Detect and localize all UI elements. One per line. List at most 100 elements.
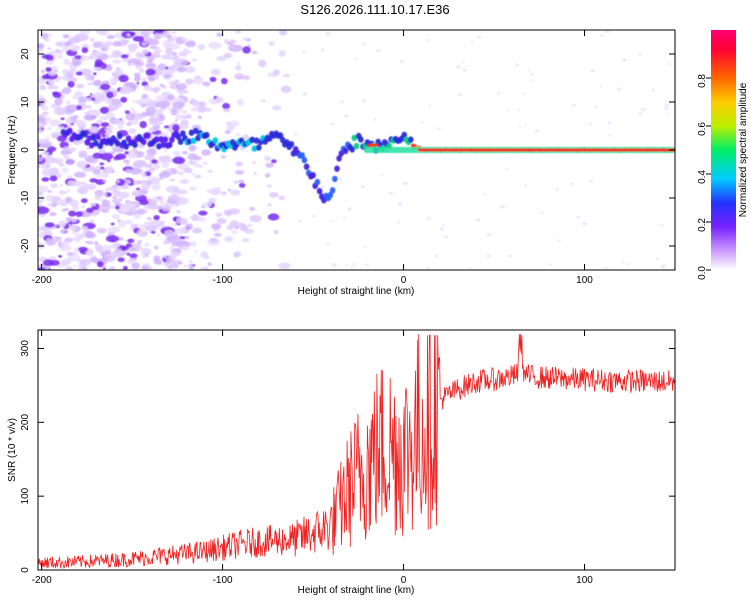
spectrogram-blob xyxy=(247,223,253,228)
spectrogram-blob xyxy=(61,167,69,173)
spectrogram-blob xyxy=(627,262,631,266)
spectrogram-blob xyxy=(397,221,400,224)
spectrogram-blob xyxy=(170,251,180,257)
spectrogram-blob xyxy=(159,176,164,180)
spectrogram-ridge-mark xyxy=(203,131,210,139)
spectrogram-blob xyxy=(176,66,187,73)
spectrogram-blob xyxy=(79,30,91,35)
spectrogram-blob xyxy=(201,201,212,208)
snr-ytick-label: 300 xyxy=(20,340,31,357)
spectrogram-blob xyxy=(132,35,145,42)
spectrogram-ylabel: Frequency (Hz) xyxy=(7,116,18,185)
spectrogram-blob xyxy=(518,108,520,112)
spectrogram-blob xyxy=(80,225,89,231)
spectrogram-blob xyxy=(76,84,85,89)
spectrogram-blob xyxy=(62,87,72,95)
spectrogram-blob xyxy=(134,75,142,82)
spectrogram-blob xyxy=(105,98,113,104)
spectrogram-blob xyxy=(94,95,104,102)
spectrogram-blob xyxy=(38,185,49,193)
spectrogram-blob xyxy=(38,122,43,130)
spectrogram-blob xyxy=(52,92,62,98)
spectrogram-blob xyxy=(78,150,88,158)
snr-ylabel: SNR (10 * v/v) xyxy=(7,418,18,482)
spectrogram-blob xyxy=(47,158,53,163)
spectrogram-blob xyxy=(175,114,185,120)
spectrogram-blob xyxy=(76,160,88,169)
spectrogram-blob xyxy=(156,100,170,108)
snr-marks xyxy=(38,334,675,570)
spectrogram-blob xyxy=(141,41,148,47)
spectrogram-blob xyxy=(330,122,335,126)
spectrogram-blob xyxy=(163,148,168,152)
spectrogram-blob xyxy=(56,54,64,59)
spectrogram-blob xyxy=(157,206,163,210)
spectrogram-blob xyxy=(85,240,91,244)
spectrogram-blob xyxy=(142,49,149,55)
spectrogram-blob xyxy=(95,67,103,72)
spectrogram-ridge-mark xyxy=(342,147,349,155)
spectrogram-blob xyxy=(164,260,177,268)
spectrogram-blob xyxy=(137,58,144,62)
spectrogram-blob xyxy=(667,112,670,115)
spectrogram-blob xyxy=(96,119,103,124)
spectrogram-blob xyxy=(641,107,646,112)
snr-ticks: -200 -100 0 100 0 100 200 300 xyxy=(20,330,675,586)
spectrogram-blob xyxy=(167,235,181,243)
spectrogram-blob xyxy=(57,236,63,240)
spectrogram-blob xyxy=(110,222,115,226)
spectrogram-blob xyxy=(129,31,136,36)
spectrogram-blob xyxy=(200,266,204,270)
spectrogram-blob xyxy=(278,30,287,36)
spectrogram-blob xyxy=(278,262,291,270)
spectrogram-blob xyxy=(81,47,89,54)
spectrogram-ytick-label: -20 xyxy=(20,238,31,253)
spectrogram-blob xyxy=(216,32,224,37)
spectrogram-blob xyxy=(655,257,659,261)
spectrogram-blob xyxy=(74,119,86,126)
spectrogram-blob xyxy=(128,128,137,135)
spectrogram-blob xyxy=(557,239,561,242)
spectrogram-blob xyxy=(38,128,43,133)
spectrogram-blob xyxy=(192,58,197,62)
spectrogram-blob xyxy=(268,40,275,46)
spectrogram-blob xyxy=(47,85,53,90)
spectrogram-blob xyxy=(603,267,608,270)
spectrogram-blob xyxy=(252,161,256,165)
spectrogram-blob xyxy=(71,251,79,256)
spectrogram-blob xyxy=(399,60,404,63)
spectrogram-blob xyxy=(125,113,136,121)
spectrogram-blob xyxy=(185,78,194,85)
spectrogram-blob xyxy=(181,245,190,251)
spectrogram-blob xyxy=(58,255,63,258)
spectrogram-blob xyxy=(216,55,227,62)
spectrogram-ridge-mark xyxy=(86,135,93,142)
spectrogram-blob xyxy=(153,49,161,55)
spectrogram-blob xyxy=(115,119,125,126)
spectrogram-blob xyxy=(267,203,272,206)
spectrogram-blob xyxy=(113,155,121,161)
spectrogram-blob xyxy=(151,159,158,164)
spectrogram-blob xyxy=(235,133,241,137)
spectrogram-blob xyxy=(622,59,626,62)
spectrogram-blob xyxy=(112,59,122,64)
spectrogram-blob xyxy=(118,220,126,228)
spectrogram-blob xyxy=(98,149,106,154)
spectrogram-blob xyxy=(110,117,115,120)
spectrogram-blob xyxy=(123,159,130,163)
spectrogram-blob xyxy=(122,58,131,63)
spectrogram-ridge-mark xyxy=(336,155,342,162)
spectrogram-blob xyxy=(39,104,44,108)
spectrogram-blob xyxy=(149,45,156,49)
spectrogram-blob xyxy=(156,196,162,200)
spectrogram-blob xyxy=(571,107,574,110)
spectrogram-blob xyxy=(94,194,101,201)
spectrogram-blob xyxy=(477,36,482,39)
spectrogram-blob xyxy=(428,104,431,108)
spectrogram-blob xyxy=(124,219,133,225)
spectrogram-blob xyxy=(38,206,50,215)
spectrogram-blob xyxy=(106,34,115,40)
spectrogram-blob xyxy=(230,189,241,196)
spectrogram-blob xyxy=(126,152,138,160)
spectrogram-blob xyxy=(58,189,65,196)
